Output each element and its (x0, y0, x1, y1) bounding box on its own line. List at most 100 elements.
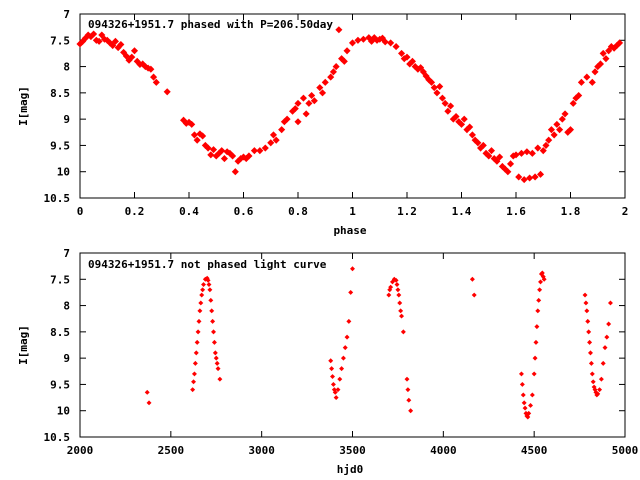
data-point (332, 63, 340, 71)
data-point (529, 392, 535, 398)
data-point (381, 38, 389, 46)
data-point (308, 91, 316, 100)
data-point (460, 115, 468, 123)
data-point (209, 146, 218, 154)
data-point (386, 292, 392, 298)
data-point (190, 387, 196, 393)
light-curve-panel: 2000 2500 3000 3500 4000 4500 5000 7 7.5 8 8.5 9 9.5… (17, 247, 638, 476)
data-point (538, 279, 543, 285)
chart-title: 094326+1951.7 phased with P=206.50day (88, 18, 333, 31)
y-tick-label: 10 (57, 166, 70, 179)
data-point (198, 300, 204, 306)
x-tick-label: 4500 (521, 444, 548, 457)
data-point (291, 105, 299, 113)
data-point (590, 379, 596, 385)
data-point (188, 120, 196, 128)
data-point (344, 334, 350, 340)
data-point (337, 376, 343, 382)
data-point (245, 152, 253, 160)
data-point (329, 366, 335, 372)
data-point (250, 147, 258, 155)
data-point (553, 120, 561, 128)
y-tick-label: 10.5 (44, 431, 71, 444)
y-tick-label: 8 (63, 61, 70, 74)
data-point (330, 381, 336, 387)
data-point (479, 141, 487, 149)
data-point (310, 97, 318, 105)
x-tick-label: 4000 (430, 444, 457, 457)
data-point (607, 300, 613, 306)
data-point (466, 123, 474, 131)
x-tick-label: 0 (77, 205, 84, 218)
data-point (261, 144, 269, 152)
data-point (598, 376, 604, 382)
data-point (526, 174, 534, 182)
data-point (405, 387, 411, 393)
data-point (212, 350, 218, 356)
data-point (163, 88, 171, 96)
x-tick-label: 1.2 (397, 205, 417, 218)
data-point (539, 270, 545, 276)
x-tick-label: 1.8 (561, 205, 581, 218)
data-point (566, 126, 575, 134)
data-point (354, 36, 362, 44)
data-point (496, 153, 504, 161)
data-point (393, 277, 399, 283)
data-point (523, 148, 531, 156)
data-point (545, 136, 553, 144)
data-point (487, 147, 496, 155)
y-tick-label: 7.5 (50, 34, 70, 47)
data-point (194, 339, 200, 345)
data-point (430, 84, 438, 92)
data-point (589, 371, 595, 377)
data-point (520, 392, 526, 398)
data-point (400, 329, 406, 335)
tick-labels: 0 0.2 0.4 0.6 0.8 1 1.2 1.4 1.6 1.8 2 7 7.5 8 8.5 9 9.5 1… (44, 8, 629, 218)
data-point (474, 139, 482, 147)
data-point (299, 94, 307, 102)
data-point (348, 39, 357, 47)
data-point (329, 68, 337, 76)
data-point (599, 49, 607, 57)
data-point (272, 136, 280, 144)
data-point (536, 297, 542, 303)
data-point (408, 408, 414, 414)
data-point (190, 131, 198, 139)
y-tick-label: 8.5 (50, 87, 70, 100)
data-point (403, 53, 411, 61)
data-point (469, 276, 475, 282)
y-tick-label: 7 (63, 247, 70, 260)
data-point (587, 339, 593, 345)
data-point (342, 345, 348, 351)
data-point (427, 78, 436, 86)
data-point (330, 374, 335, 380)
data-point (350, 266, 355, 272)
data-point (521, 400, 527, 406)
data-point (339, 366, 345, 372)
tick-labels: 2000 2500 3000 3500 4000 4500 5000 7 7.5 8 8.5 9 9.5… (44, 247, 639, 457)
data-point (146, 400, 152, 406)
data-point (200, 287, 206, 293)
data-point (584, 308, 590, 314)
data-point (215, 366, 221, 372)
data-point (406, 397, 412, 403)
y-tick-label: 8.5 (50, 326, 70, 339)
data-point (539, 147, 547, 155)
data-point (408, 57, 416, 65)
data-point (340, 355, 346, 361)
data-point (211, 329, 216, 335)
data-point (535, 308, 541, 314)
data-point (616, 39, 624, 47)
data-point (586, 329, 592, 335)
data-point (534, 144, 542, 152)
y-tick-label: 10 (57, 405, 70, 418)
data-point (229, 152, 237, 160)
data-point (600, 360, 606, 366)
data-point (193, 350, 199, 356)
data-point (396, 292, 402, 298)
data-point (438, 94, 446, 102)
data-point (152, 78, 160, 86)
data-point (294, 99, 302, 107)
data-point (528, 402, 534, 408)
data-point (394, 282, 400, 288)
